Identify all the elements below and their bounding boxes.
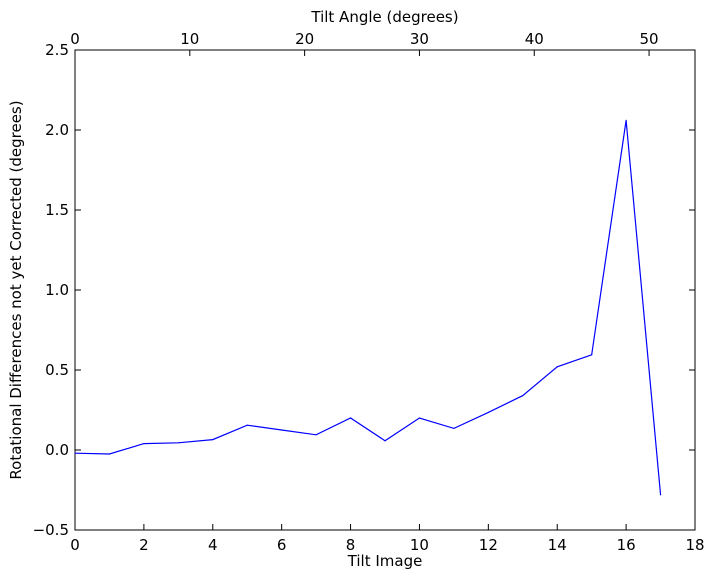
series-line (74, 120, 662, 495)
data-point (591, 354, 593, 356)
x-tick-label: 16 (617, 536, 636, 554)
data-point (177, 442, 179, 444)
x-tick-label: 12 (479, 536, 498, 554)
top-x-tick-label: 0 (70, 30, 80, 48)
data-point (246, 424, 248, 426)
top-x-tick-label: 20 (295, 30, 314, 48)
y-tick-label: −0.5 (33, 521, 69, 539)
x-tick-label: 10 (410, 536, 429, 554)
x-tick-label: 0 (70, 536, 80, 554)
plot-area (74, 49, 696, 531)
x-tick-label: 14 (548, 536, 567, 554)
data-point (625, 119, 627, 121)
data-point (487, 411, 489, 413)
top-x-tick-label: 40 (525, 30, 544, 48)
x-axis-label: Tilt Image (347, 552, 423, 570)
data-point (556, 366, 558, 368)
data-point (212, 439, 214, 441)
data-point (384, 440, 386, 442)
y-tick-label: 0.0 (45, 441, 69, 459)
data-point (522, 395, 524, 397)
x-tick-label: 2 (139, 536, 149, 554)
top-x-tick-label: 50 (640, 30, 659, 48)
x-tick-label: 18 (685, 536, 704, 554)
y-axis-label: Rotational Differences not yet Corrected… (7, 100, 25, 479)
y-tick-label: 2.5 (45, 41, 69, 59)
x-tick-label: 6 (277, 536, 287, 554)
y-tick-label: 1.0 (45, 281, 69, 299)
data-point (315, 434, 317, 436)
x-tick-label: 8 (346, 536, 356, 554)
data-point (108, 453, 111, 455)
y-tick-label: 0.5 (45, 361, 69, 379)
y-tick-label: 1.5 (45, 201, 69, 219)
data-point (418, 417, 421, 419)
data-point (453, 427, 455, 429)
data-point (349, 417, 352, 419)
x-tick-label: 4 (208, 536, 218, 554)
data-point (659, 494, 662, 496)
top-x-tick-label: 10 (180, 30, 199, 48)
data-point (281, 429, 283, 431)
ticks-layer: 0 2 4 6 8 10 12 14 16 18 0 10 20 30 40 50 −0.5 0.0 0.5 1.0 1… (33, 30, 705, 554)
top-x-tick-label: 30 (410, 30, 429, 48)
y-tick-label: 2.0 (45, 121, 69, 139)
top-x-axis-label: Tilt Angle (degrees) (310, 8, 458, 26)
series-layer (74, 119, 662, 496)
data-point (74, 452, 76, 454)
data-point (143, 443, 145, 445)
